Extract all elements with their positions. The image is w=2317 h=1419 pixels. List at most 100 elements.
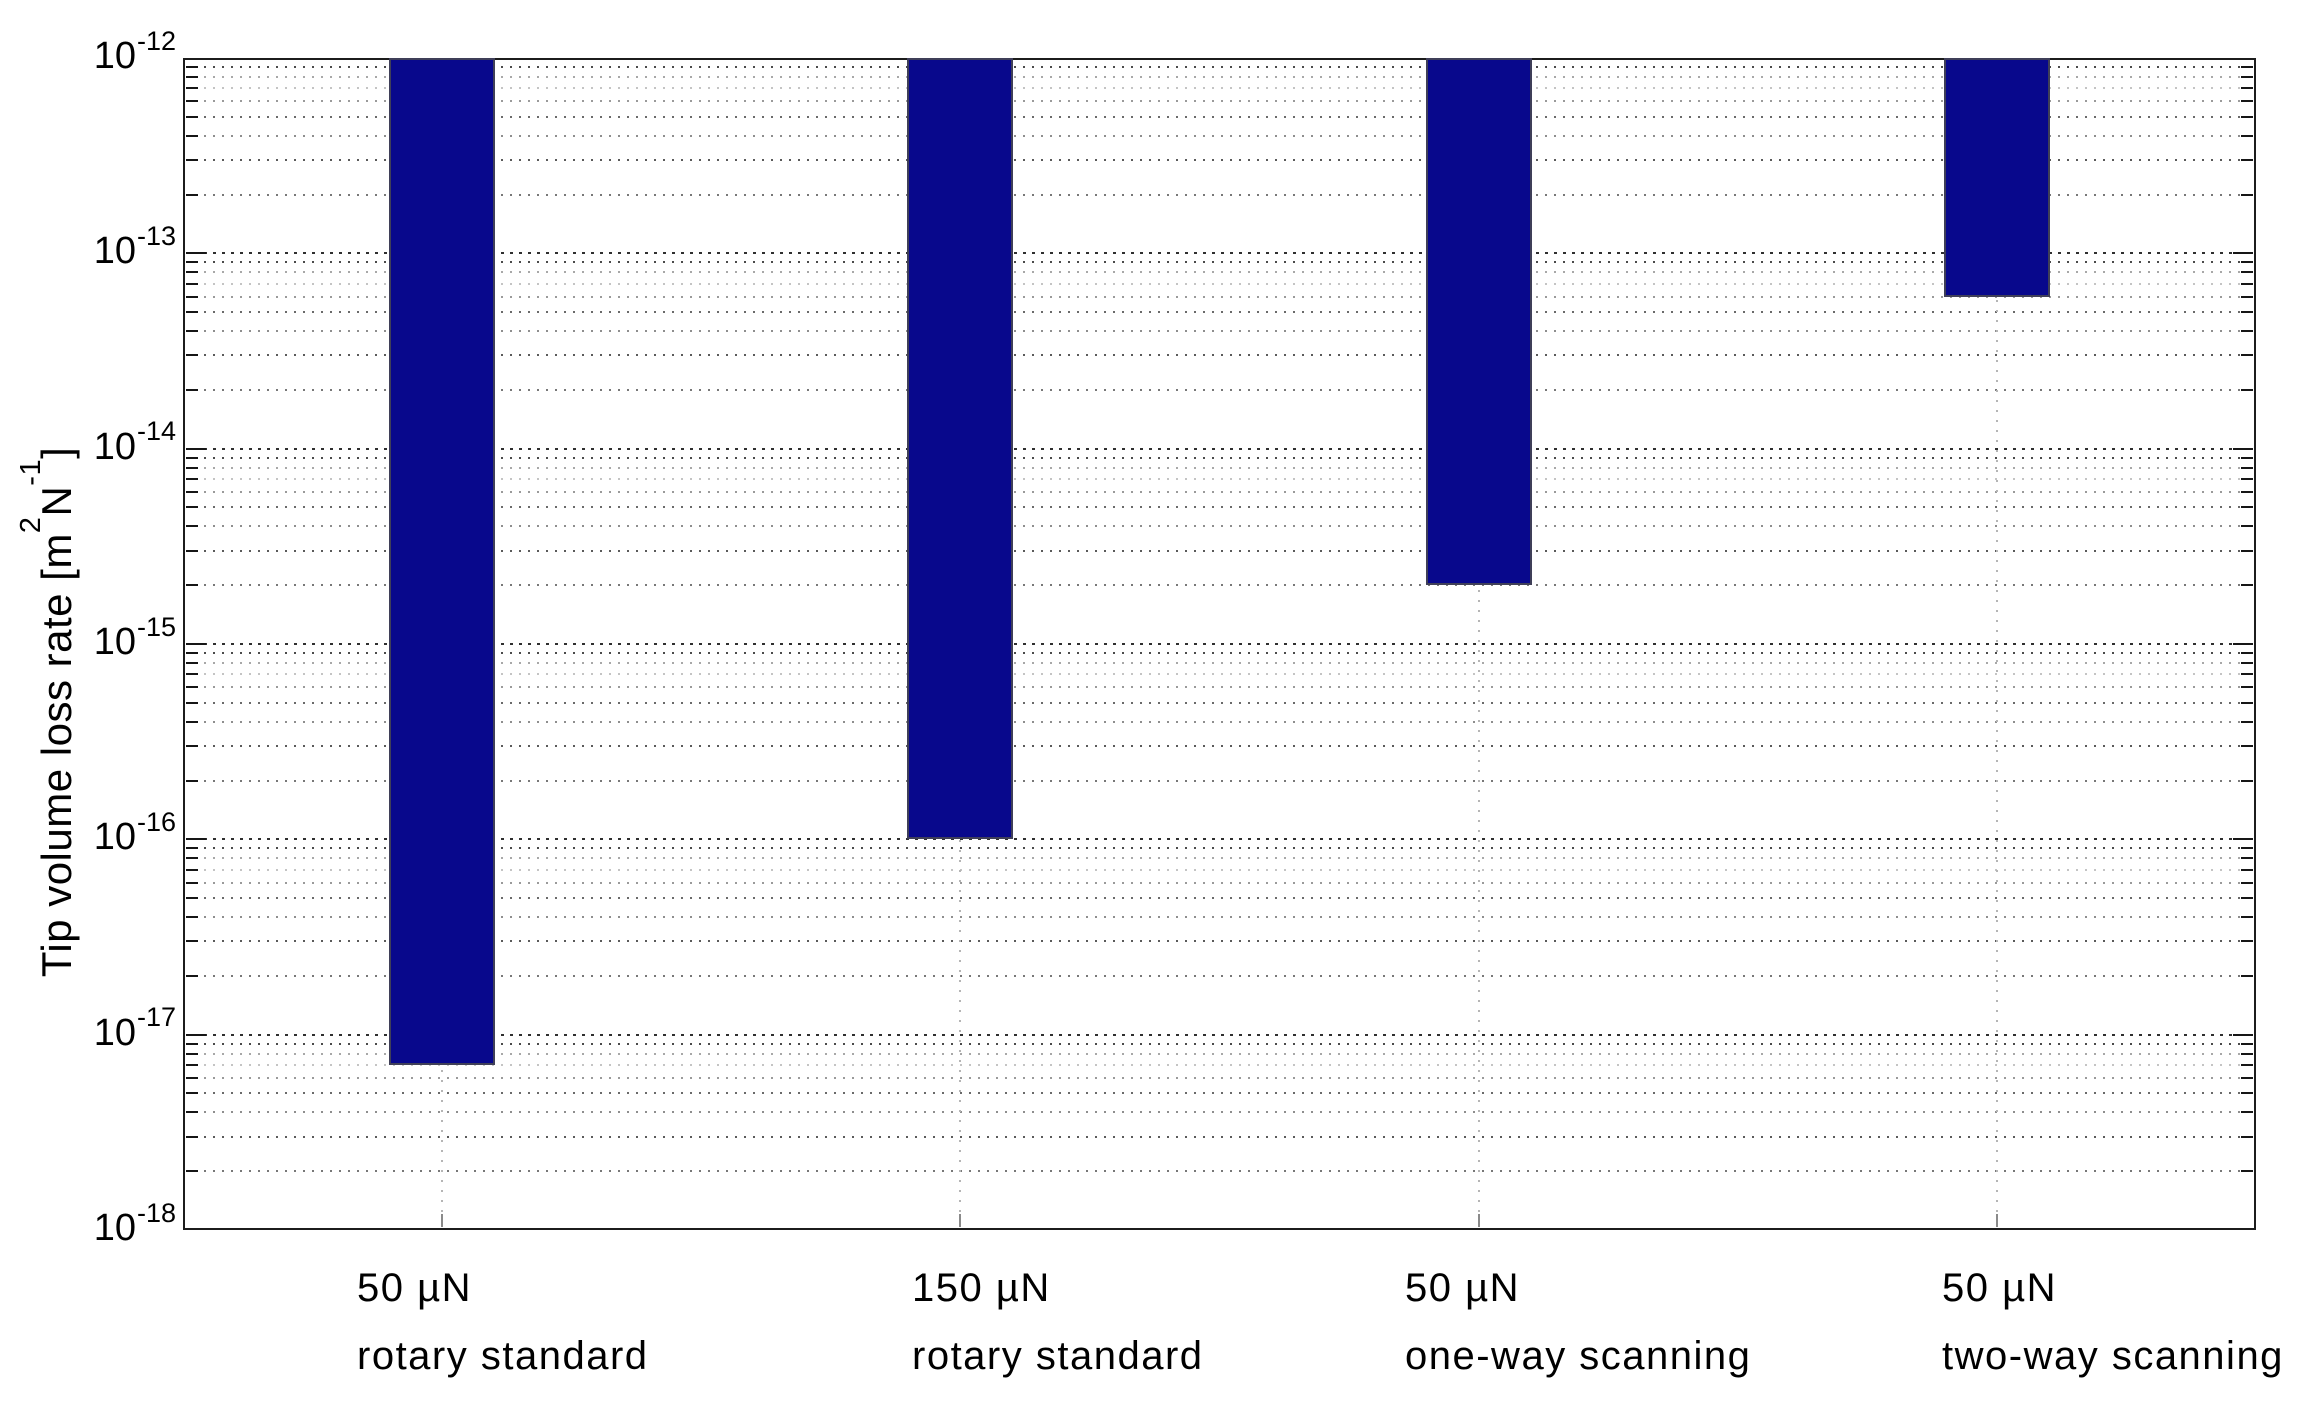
y-tick-base: 10: [93, 1011, 136, 1054]
h-gridline-minor: [186, 193, 2253, 196]
y-tick-major: [2233, 252, 2253, 255]
x-category-label-force: 50 µN: [1942, 1266, 2058, 1310]
h-gridline-minor: [186, 261, 2253, 264]
y-tick-minor: [2241, 868, 2253, 871]
y-tick-minor: [2241, 466, 2253, 469]
y-axis-title-post: ]: [33, 446, 80, 459]
bar: [907, 58, 1014, 840]
y-tick-minor: [186, 897, 198, 900]
y-tick-minor: [186, 673, 198, 676]
y-tick-major: [186, 252, 206, 255]
y-tick-minor: [186, 940, 198, 943]
h-gridline-minor: [186, 491, 2253, 493]
h-gridline-major: [186, 1033, 2253, 1036]
h-gridline-minor: [186, 673, 2253, 676]
y-tick-minor: [2241, 1170, 2253, 1173]
y-tick-exponent: -14: [136, 416, 176, 447]
y-tick-minor: [2241, 491, 2253, 493]
y-tick-major: [186, 838, 206, 841]
y-tick-minor: [186, 974, 198, 977]
h-gridline-minor: [186, 282, 2253, 285]
h-gridline-minor: [186, 506, 2253, 509]
y-tick-exponent: -16: [136, 806, 176, 837]
h-gridline-minor: [186, 549, 2253, 552]
h-gridline-minor: [186, 847, 2253, 850]
y-tick-minor: [186, 916, 198, 919]
y-tick-minor: [2241, 974, 2253, 977]
x-category-label-mode: two-way scanning: [1942, 1334, 2284, 1378]
y-tick-major: [2233, 447, 2253, 450]
x-category-label-mode: rotary standard: [912, 1334, 1204, 1378]
y-tick-minor: [2241, 549, 2253, 552]
y-tick-minor: [186, 295, 198, 298]
h-gridline-minor: [186, 745, 2253, 748]
y-tick-minor: [186, 134, 198, 137]
h-gridline-minor: [186, 1042, 2253, 1045]
h-gridline-minor: [186, 311, 2253, 314]
h-gridline-major: [186, 643, 2253, 645]
y-tick-minor: [2241, 651, 2253, 654]
y-tick-minor: [186, 159, 198, 162]
y-tick-minor: [186, 115, 198, 118]
h-gridline-minor: [186, 974, 2253, 977]
h-gridline-minor: [186, 584, 2253, 587]
y-tick-minor: [2241, 701, 2253, 704]
y-tick-base: 10: [93, 425, 136, 468]
h-gridline-minor: [186, 87, 2253, 90]
y-tick-minor: [2241, 745, 2253, 748]
h-gridline-minor: [186, 115, 2253, 118]
y-tick-minor: [186, 1092, 198, 1095]
y-tick-minor: [186, 857, 198, 860]
h-gridline-minor: [186, 1077, 2253, 1079]
y-tick-minor: [186, 1042, 198, 1045]
y-tick-minor: [2241, 388, 2253, 391]
h-gridline-minor: [186, 456, 2253, 459]
y-tick-minor: [2241, 271, 2253, 274]
y-tick-minor: [186, 651, 198, 654]
h-gridline-minor: [186, 686, 2253, 689]
h-gridline-minor: [186, 330, 2253, 333]
h-gridline-minor: [186, 525, 2253, 528]
y-tick-exponent: -15: [136, 611, 176, 642]
y-tick-minor: [186, 75, 198, 78]
y-axis-title-mid: N: [33, 485, 80, 517]
y-tick-minor: [186, 261, 198, 264]
y-tick-minor: [186, 1170, 198, 1173]
h-gridline-minor: [186, 100, 2253, 103]
h-gridline-minor: [186, 75, 2253, 78]
y-tick-minor: [2241, 1092, 2253, 1095]
y-tick-minor: [2241, 295, 2253, 298]
y-tick-major: [2233, 1033, 2253, 1036]
y-tick-base: 10: [93, 1207, 136, 1249]
y-tick-minor: [2241, 75, 2253, 78]
y-tick-minor: [186, 388, 198, 391]
y-tick-base: 10: [93, 816, 136, 859]
y-axis-title-text: Tip volume loss rate [m2N-1]: [15, 446, 80, 978]
y-tick-minor: [2241, 881, 2253, 884]
y-tick-minor: [2241, 916, 2253, 919]
h-gridline-minor: [186, 779, 2253, 782]
y-tick-major: [2233, 838, 2253, 841]
y-tick-minor: [2241, 330, 2253, 333]
y-tick-minor: [2241, 354, 2253, 357]
y-tick-label: 10 -13: [94, 220, 176, 282]
h-gridline-minor: [186, 1063, 2253, 1066]
y-tick-minor: [2241, 1077, 2253, 1079]
y-tick-label: 10 -16: [94, 806, 176, 868]
y-tick-minor: [186, 65, 198, 68]
y-tick-minor: [186, 491, 198, 493]
y-tick-minor: [2241, 477, 2253, 480]
h-gridline-minor: [186, 651, 2253, 654]
h-gridline-minor: [186, 1092, 2253, 1095]
y-tick-minor: [186, 881, 198, 884]
y-tick-minor: [186, 271, 198, 274]
y-tick-exponent: -12: [136, 25, 176, 56]
y-tick-label: 10 -14: [94, 416, 176, 478]
y-tick-minor: [186, 549, 198, 552]
y-tick-minor: [2241, 193, 2253, 196]
y-tick-minor: [2241, 100, 2253, 103]
y-tick-minor: [186, 100, 198, 103]
y-tick-minor: [186, 720, 198, 723]
h-gridline-minor: [186, 940, 2253, 943]
h-gridline-minor: [186, 897, 2253, 900]
